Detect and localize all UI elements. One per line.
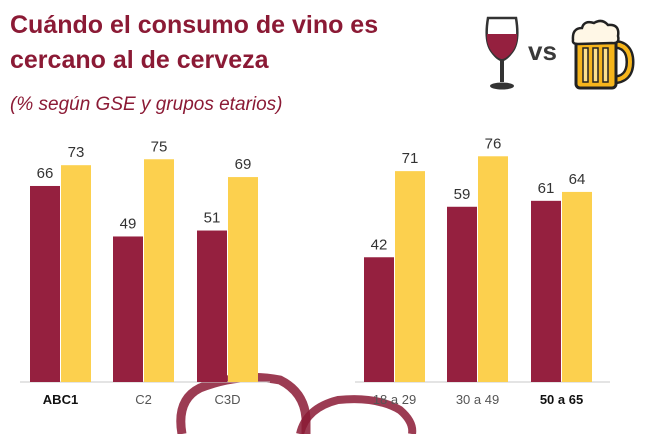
bar-value-label: 75	[151, 138, 168, 155]
bar	[228, 177, 258, 382]
bar-value-label: 42	[371, 236, 388, 253]
beer-mug-icon	[571, 19, 635, 90]
category-tick-label: ABC1	[43, 392, 78, 407]
bar	[364, 257, 394, 382]
bar-value-label: 59	[454, 186, 471, 203]
bar	[61, 165, 91, 382]
category-tick-label: C3D	[214, 392, 240, 407]
bar	[562, 191, 592, 382]
category-tick-label: C2	[135, 392, 152, 407]
bar-value-label: 76	[485, 135, 502, 152]
bar-value-label: 64	[569, 171, 586, 188]
bar	[447, 206, 477, 382]
bar	[478, 156, 508, 382]
bar	[144, 159, 174, 382]
bar-value-label: 73	[68, 144, 85, 161]
vs-label: vs	[528, 36, 557, 66]
bar-value-label: 69	[235, 156, 252, 173]
bar-value-label: 66	[37, 165, 54, 182]
category-tick-label: 50 a 65	[540, 392, 583, 407]
bar-value-label: 61	[538, 180, 555, 197]
chart-subtitle: (% según GSE y grupos etarios)	[10, 94, 283, 115]
bar	[197, 230, 227, 382]
bar-value-label: 49	[120, 215, 137, 232]
wine-glass-icon	[485, 16, 519, 90]
chart-title: Cuándo el consumo de vino es cercano al …	[10, 11, 379, 74]
bar-value-label: 51	[204, 210, 221, 227]
bar	[395, 171, 425, 382]
bar	[531, 200, 561, 382]
bar	[30, 185, 60, 382]
bar	[113, 236, 143, 382]
bar-value-label: 71	[402, 150, 419, 167]
category-tick-label: 18 a 29	[373, 392, 416, 407]
category-tick-label: 30 a 49	[456, 392, 499, 407]
